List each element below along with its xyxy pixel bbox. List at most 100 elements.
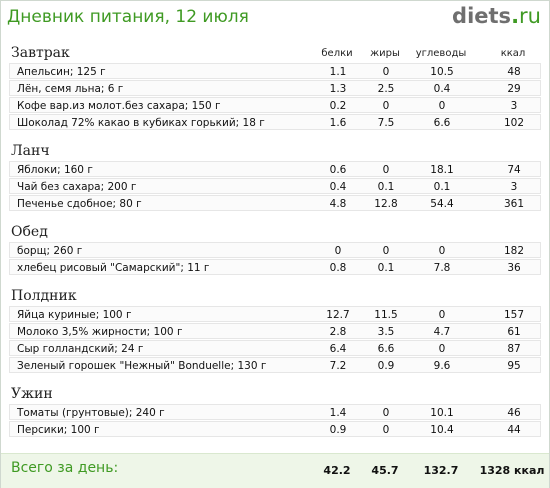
food-kcal: 157 — [503, 309, 525, 321]
logo-tld: ru — [519, 4, 541, 28]
total-fat: 45.7 — [371, 464, 399, 477]
food-protein: 7.2 — [329, 360, 347, 372]
food-kcal: 102 — [503, 117, 525, 129]
meal-header: Полдник — [1, 286, 549, 306]
header: Дневник питания, 12 июля diets.ru — [1, 1, 549, 37]
food-protein: 0.2 — [329, 100, 347, 112]
food-fat: 0 — [382, 245, 390, 257]
food-name: Яблоки; 160 г — [17, 164, 93, 176]
food-carbs: 10.4 — [430, 424, 454, 436]
food-carbs: 0 — [438, 309, 446, 321]
food-row[interactable]: Лён, семя льна; 6 г 1.3 2.5 0.4 29 — [9, 80, 541, 96]
page-title: Дневник питания, 12 июля — [7, 7, 249, 27]
logo-dot: . — [511, 4, 520, 28]
food-protein: 0.9 — [329, 424, 347, 436]
food-carbs: 0 — [438, 343, 446, 355]
food-kcal: 48 — [507, 66, 521, 78]
food-name: Кофе вар.из молот.без сахара; 150 г — [17, 100, 221, 112]
food-protein: 12.7 — [326, 309, 350, 321]
food-name: Печенье сдобное; 80 г — [17, 198, 142, 210]
site-logo[interactable]: diets.ru — [452, 4, 541, 28]
food-row[interactable]: Томаты (грунтовые); 240 г 1.4 0 10.1 46 — [9, 404, 541, 420]
total-protein: 42.2 — [323, 464, 351, 477]
daily-total-label: Всего за день: — [11, 460, 119, 476]
meal-name: Завтрак — [11, 45, 70, 61]
food-name: Сыр голландский; 24 г — [17, 343, 144, 355]
food-kcal: 44 — [507, 424, 521, 436]
food-fat: 0 — [382, 66, 390, 78]
food-carbs: 0 — [438, 245, 446, 257]
food-row[interactable]: Апельсин; 125 г 1.1 0 10.5 48 — [9, 63, 541, 79]
food-row[interactable]: Кофе вар.из молот.без сахара; 150 г 0.2 0 0… — [9, 97, 541, 113]
food-kcal: 3 — [510, 100, 518, 112]
meal-name: Полдник — [11, 288, 77, 304]
column-header-fat: жиры — [370, 48, 400, 59]
food-fat: 0 — [382, 424, 390, 436]
food-row[interactable]: Персики; 100 г 0.9 0 10.4 44 — [9, 421, 541, 437]
food-row[interactable]: Чай без сахара; 200 г 0.4 0.1 0.1 3 — [9, 178, 541, 194]
food-fat: 0.9 — [377, 360, 395, 372]
food-fat: 11.5 — [374, 309, 398, 321]
food-fat: 2.5 — [377, 83, 395, 95]
food-row[interactable]: Печенье сдобное; 80 г 4.8 12.8 54.4 361 — [9, 195, 541, 211]
food-protein: 6.4 — [329, 343, 347, 355]
food-name: Томаты (грунтовые); 240 г — [17, 407, 165, 419]
food-kcal: 87 — [507, 343, 521, 355]
food-name: Апельсин; 125 г — [17, 66, 106, 78]
food-carbs: 4.7 — [433, 326, 451, 338]
food-kcal: 74 — [507, 164, 521, 176]
food-row[interactable]: Сыр голландский; 24 г 6.4 6.6 0 87 — [9, 340, 541, 356]
logo-name: diets — [452, 4, 512, 28]
column-header-kcal: ккал — [500, 48, 526, 59]
food-row[interactable]: Шоколад 72% какао в кубиках горький; 18 … — [9, 114, 541, 130]
meal-header: Ужин — [1, 384, 549, 404]
food-carbs: 10.1 — [430, 407, 454, 419]
food-name: Чай без сахара; 200 г — [17, 181, 137, 193]
food-fat: 0.1 — [377, 181, 395, 193]
food-protein: 2.8 — [329, 326, 347, 338]
food-carbs: 6.6 — [433, 117, 451, 129]
food-kcal: 361 — [503, 198, 525, 210]
food-name: Зеленый горошек "Нежный" Bonduelle; 130 … — [17, 360, 267, 372]
food-kcal: 3 — [510, 181, 518, 193]
meal-name: Ланч — [11, 143, 50, 159]
food-kcal: 61 — [507, 326, 521, 338]
food-name: Шоколад 72% какао в кубиках горький; 18 … — [17, 117, 265, 129]
food-protein: 1.4 — [329, 407, 347, 419]
total-kcal: 1328 ккал — [479, 464, 545, 477]
column-header-carbs: углеводы — [415, 48, 467, 59]
food-row[interactable]: Молоко 3,5% жирности; 100 г 2.8 3.5 4.7 61 — [9, 323, 541, 339]
food-kcal: 182 — [503, 245, 525, 257]
food-name: хлебец рисовый "Самарский"; 11 г — [17, 262, 210, 274]
food-fat: 7.5 — [377, 117, 395, 129]
food-kcal: 36 — [507, 262, 521, 274]
food-name: Персики; 100 г — [17, 424, 100, 436]
food-row[interactable]: Яйца куриные; 100 г 12.7 11.5 0 157 — [9, 306, 541, 322]
food-protein: 1.3 — [329, 83, 347, 95]
food-row[interactable]: Яблоки; 160 г 0.6 0 18.1 74 — [9, 161, 541, 177]
food-carbs: 54.4 — [430, 198, 454, 210]
food-carbs: 18.1 — [430, 164, 454, 176]
meal-header: Ланч — [1, 141, 549, 161]
meal-name: Обед — [11, 224, 48, 240]
food-name: Молоко 3,5% жирности; 100 г — [17, 326, 183, 338]
meal-name: Ужин — [11, 386, 53, 402]
food-carbs: 7.8 — [433, 262, 451, 274]
food-row[interactable]: борщ; 260 г 0 0 0 182 — [9, 242, 541, 258]
food-kcal: 95 — [507, 360, 521, 372]
food-fat: 0 — [382, 407, 390, 419]
food-protein: 1.1 — [329, 66, 347, 78]
meal-header: Завтрак белки жиры углеводы ккал — [1, 43, 549, 63]
food-fat: 0 — [382, 164, 390, 176]
food-row[interactable]: хлебец рисовый "Самарский"; 11 г 0.8 0.1 7.… — [9, 259, 541, 275]
food-protein: 0 — [334, 245, 342, 257]
food-protein: 0.4 — [329, 181, 347, 193]
food-fat: 6.6 — [377, 343, 395, 355]
food-name: Яйца куриные; 100 г — [17, 309, 132, 321]
food-row[interactable]: Зеленый горошек "Нежный" Bonduelle; 130 … — [9, 357, 541, 373]
total-carbs: 132.7 — [423, 464, 459, 477]
food-carbs: 9.6 — [433, 360, 451, 372]
food-fat: 0.1 — [377, 262, 395, 274]
food-fat: 3.5 — [377, 326, 395, 338]
